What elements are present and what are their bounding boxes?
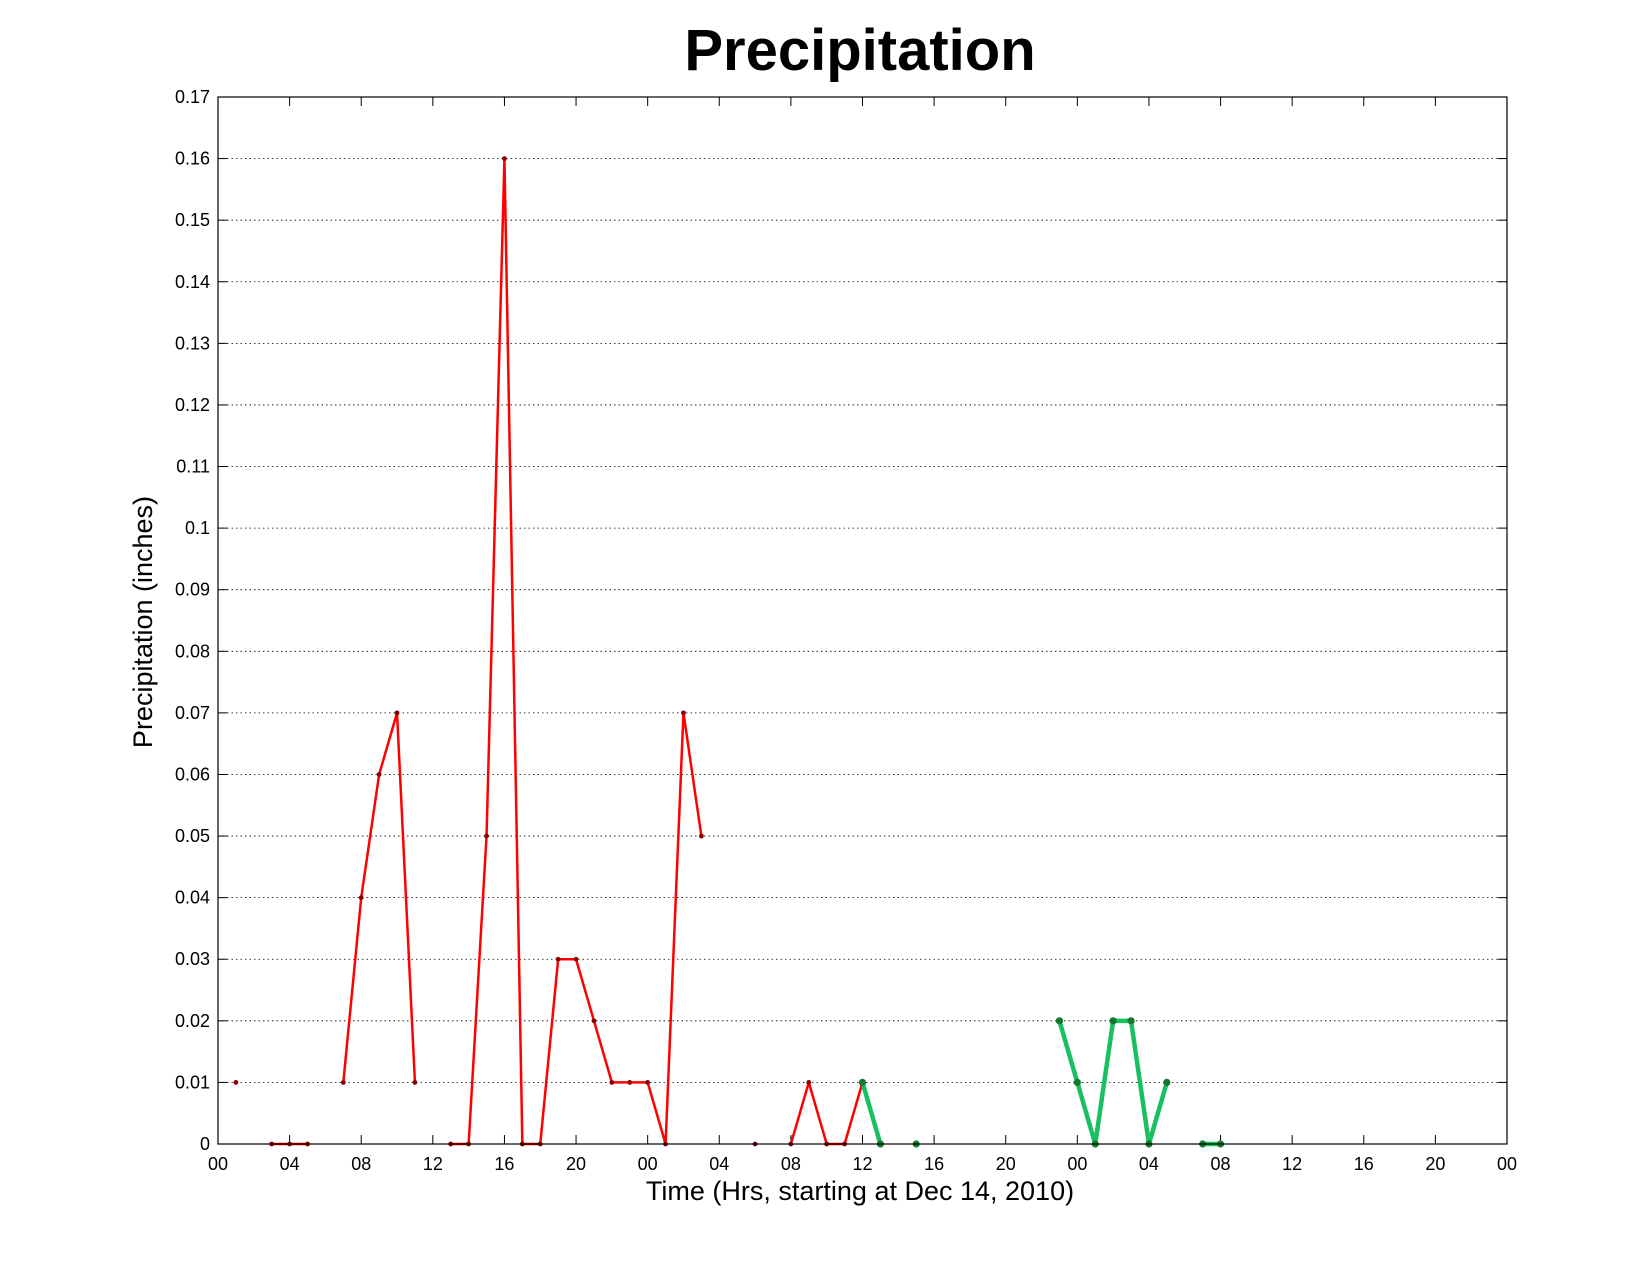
- data-point: [233, 1080, 239, 1085]
- data-point: [609, 1080, 615, 1085]
- x-tick-label: 08: [781, 1154, 801, 1174]
- y-tick-label: 0.12: [175, 395, 210, 415]
- data-point: [591, 1018, 597, 1024]
- x-tick-label: 20: [1425, 1154, 1445, 1174]
- y-tick-label: 0.15: [175, 210, 210, 230]
- x-tick-label: 08: [1211, 1154, 1231, 1174]
- grid-lines: [218, 158, 1507, 1083]
- x-tick-label: 16: [494, 1154, 514, 1174]
- data-point: [645, 1080, 651, 1085]
- y-tick-label: 0: [200, 1134, 210, 1154]
- y-tick-label: 0.07: [175, 703, 210, 723]
- data-point: [340, 1080, 346, 1085]
- plot-area-frame: [217, 96, 1508, 1145]
- data-series: [233, 156, 1225, 1148]
- data-point: [358, 895, 364, 901]
- x-tick-label: 12: [1282, 1154, 1302, 1174]
- x-tick-label: 12: [423, 1154, 443, 1174]
- x-tick-label: 00: [1067, 1154, 1087, 1174]
- x-tick-label: 04: [1139, 1154, 1159, 1174]
- data-point: [1109, 1017, 1117, 1025]
- data-point: [1055, 1017, 1064, 1025]
- y-tick-label: 0.09: [175, 580, 210, 600]
- y-tick-label: 0.01: [175, 1072, 210, 1092]
- x-tick-label: 16: [1354, 1154, 1374, 1174]
- y-axis-label: Precipitation (inches): [128, 496, 158, 748]
- data-point: [858, 1078, 867, 1087]
- data-point: [412, 1080, 418, 1085]
- data-point: [555, 956, 561, 962]
- data-point: [627, 1080, 633, 1085]
- x-tick-label: 00: [1497, 1154, 1517, 1174]
- y-tick-label: 0.02: [175, 1011, 210, 1031]
- y-tick-label: 0.11: [176, 457, 210, 477]
- x-tick-label: 08: [351, 1154, 371, 1174]
- x-tick-label: 00: [208, 1154, 228, 1174]
- y-tick-label: 0.13: [175, 333, 210, 353]
- y-tick-label: 0.14: [175, 272, 210, 292]
- data-point: [394, 710, 400, 716]
- data-point: [698, 833, 704, 839]
- x-tick-label: 04: [280, 1154, 300, 1174]
- data-point: [806, 1080, 812, 1085]
- y-tick-label: 0.16: [175, 149, 210, 169]
- x-tick-label: 04: [709, 1154, 729, 1174]
- y-tick-label: 0.08: [175, 641, 210, 661]
- data-point: [484, 833, 489, 839]
- x-tick-label: 12: [852, 1154, 872, 1174]
- y-tick-label: 0.03: [175, 949, 210, 969]
- y-tick-label: 0.05: [175, 826, 210, 846]
- y-tick-label: 0.04: [175, 888, 210, 908]
- y-tick-label: 0.1: [185, 518, 210, 538]
- data-point: [1073, 1078, 1081, 1087]
- x-tick-label: 16: [924, 1154, 944, 1174]
- x-tick-label: 20: [566, 1154, 586, 1174]
- data-point: [573, 956, 579, 962]
- data-point: [1163, 1078, 1171, 1087]
- chart-title: Precipitation: [684, 18, 1035, 83]
- series-line: [860, 1081, 883, 1145]
- y-tick-label: 0.17: [175, 87, 210, 107]
- y-tick-label: 0.06: [175, 764, 210, 784]
- data-point: [1127, 1017, 1135, 1025]
- x-axis-label: Time (Hrs, starting at Dec 14, 2010): [646, 1176, 1074, 1206]
- data-point: [376, 772, 382, 777]
- data-point: [502, 156, 507, 161]
- x-tick-label: 00: [638, 1154, 658, 1174]
- x-tick-label: 20: [996, 1154, 1016, 1174]
- data-point: [681, 710, 686, 716]
